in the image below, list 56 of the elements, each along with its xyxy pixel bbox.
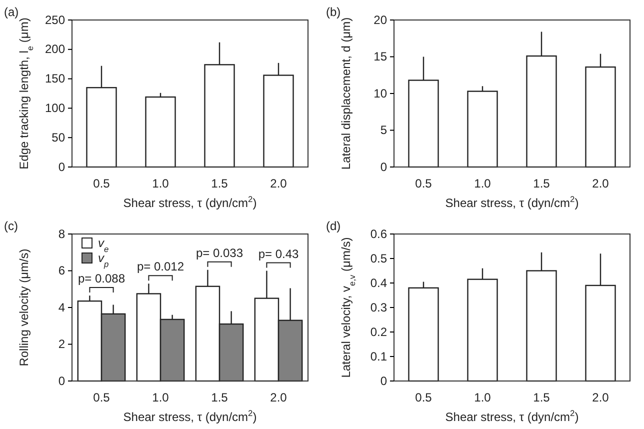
x-tick-label: 2.0 bbox=[592, 176, 610, 191]
x-tick-label: 1.0 bbox=[152, 176, 170, 191]
annotation: p= 0.43 bbox=[258, 246, 300, 261]
bar bbox=[145, 96, 176, 168]
y-tick-label: 0 bbox=[380, 160, 388, 174]
y-tick-label: 250 bbox=[44, 12, 66, 27]
x-tick-label: 1.5 bbox=[211, 176, 228, 191]
text: (c) bbox=[4, 219, 18, 233]
y-tick-label: 0.2 bbox=[370, 324, 388, 339]
y-tick-label: 2 bbox=[58, 337, 66, 352]
text: (d) bbox=[326, 219, 341, 233]
y-tick-label: 15 bbox=[374, 50, 388, 64]
y-tick-label: 0.6 bbox=[370, 226, 388, 241]
annotation: p= 0.088 bbox=[78, 272, 126, 286]
y-tick-label: 0.1 bbox=[370, 349, 388, 364]
text: (b) bbox=[326, 5, 341, 19]
x-axis-title: Shear stress, τ (dyn/cm$^{2}$) bbox=[123, 194, 257, 210]
y-tick-label: 10 bbox=[374, 86, 388, 100]
x-axis-title: Shear stress, τ (dyn/cm$^{2}$) bbox=[445, 408, 579, 424]
y-axis-title: Rolling velocity (μm/s) bbox=[17, 248, 31, 366]
x-tick-label: 1.5 bbox=[533, 390, 550, 405]
x-tick-label: 1.0 bbox=[474, 390, 492, 405]
y-tick-label: 0 bbox=[58, 160, 66, 174]
annotation: p= 0.033 bbox=[196, 246, 244, 260]
y-axis-title: Lateral displacement, d (μm) bbox=[339, 17, 353, 170]
y-tick-label: 100 bbox=[44, 101, 66, 116]
y-tick-label: 4 bbox=[58, 300, 66, 314]
x-tick-label: 1.5 bbox=[211, 390, 228, 405]
y-tick-label: 6 bbox=[58, 264, 66, 278]
text: (a) bbox=[4, 5, 19, 19]
y-tick-label: 0.3 bbox=[370, 300, 388, 314]
y-tick-label: 20 bbox=[374, 12, 388, 27]
x-tick-label: 1.0 bbox=[152, 390, 170, 405]
x-tick-label: 0.5 bbox=[415, 390, 432, 405]
y-tick-label: 0.5 bbox=[370, 251, 388, 266]
y-tick-label: 150 bbox=[44, 72, 66, 86]
legend-label: v$_{e}$ bbox=[98, 236, 109, 254]
y-tick-label: 200 bbox=[44, 42, 66, 56]
y-tick-label: 50 bbox=[52, 130, 66, 144]
y-tick-label: 0 bbox=[380, 374, 388, 388]
x-tick-label: 0.5 bbox=[415, 176, 432, 191]
x-tick-label: 0.5 bbox=[93, 176, 110, 191]
x-tick-label: 2.0 bbox=[592, 390, 610, 405]
legend-label: v$_{p}$ bbox=[98, 251, 109, 269]
x-axis-title: Shear stress, τ (dyn/cm$^{2}$) bbox=[445, 194, 579, 210]
x-tick-label: 0.5 bbox=[93, 390, 110, 405]
x-tick-label: 2.0 bbox=[270, 176, 288, 191]
x-tick-label: 1.5 bbox=[533, 176, 550, 191]
y-tick-label: 0 bbox=[58, 374, 66, 388]
y-tick-label: 5 bbox=[380, 123, 388, 138]
x-axis-title: Shear stress, τ (dyn/cm$^{2}$) bbox=[123, 408, 257, 424]
y-tick-label: 0.4 bbox=[370, 276, 388, 290]
x-tick-label: 2.0 bbox=[270, 390, 288, 405]
y-tick-label: 8 bbox=[58, 226, 66, 241]
x-tick-label: 1.0 bbox=[474, 176, 492, 191]
annotation: p= 0.012 bbox=[136, 260, 184, 274]
